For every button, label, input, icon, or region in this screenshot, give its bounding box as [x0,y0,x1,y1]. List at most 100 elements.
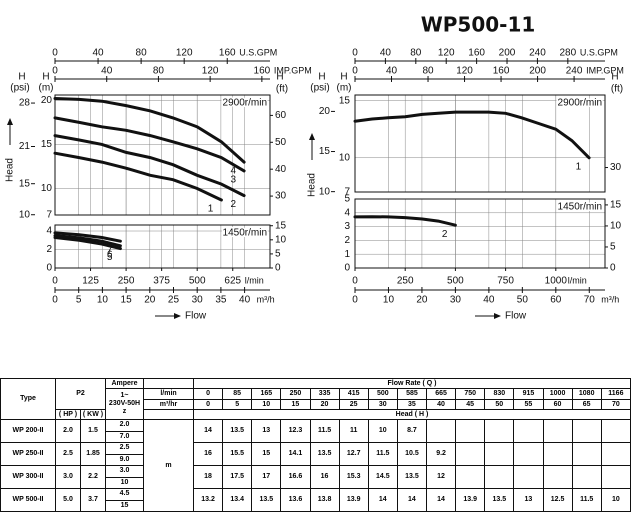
ft-tick-label: 15 [610,200,622,211]
hp: 2.0 [55,419,81,443]
ft-tick-label: 5 [610,242,616,253]
flow-m3hr: 30 [367,399,398,410]
ft-tick-label: 10 [275,234,287,245]
head [513,442,544,466]
flow-lmin: 585 [396,388,428,400]
head: 14 [367,488,398,512]
m3h-unit: m³/h [601,294,619,304]
speed-label: 1450r/min [558,202,602,213]
kw: 1.5 [80,419,106,443]
head: 14.1 [280,442,311,466]
arrow-head [494,313,501,319]
lmin-unit: l/min [568,275,587,285]
imp-gpm-label: 240 [566,66,583,77]
head: 17 [251,465,282,489]
flow-lmin: 1000 [542,388,573,400]
m-unit: (m) [337,83,352,94]
y-tick-label: 10 [41,183,53,194]
curve-label: 1 [208,204,214,215]
head: 14 [192,419,224,443]
head [484,465,515,489]
arrow-head [7,118,13,125]
flow-rate-header: Flow Rate ( Q ) [193,378,631,389]
table-row: 1~ 230V-50H z l/min 0 85 165 250 335 415 500 585 665… [1,388,631,420]
blank-cell [143,409,194,420]
us-gpm-unit: U.S.GPM [239,47,277,57]
lmin-label: 750 [497,276,514,287]
flow-m3hr: 25 [338,399,369,410]
y-tick-label: 15 [41,139,53,150]
head: 16 [192,442,224,466]
voltage-line: z [122,408,127,415]
flow-lmin: 335 [309,388,340,400]
m3h-label: 10 [383,295,395,306]
head: 18 [192,465,224,489]
ft-unit: (ft) [611,84,623,95]
x-axis-title: Flow [185,311,207,322]
curve [353,215,457,227]
voltage-line: 1~ [120,392,129,399]
imp-gpm-label: 160 [254,66,271,77]
y-tick-label: 2 [46,244,52,255]
ft-tick-label: 5 [275,249,281,260]
spec-table: Type P2 Ampere Flow Rate ( Q ) 1~ 230V-50H z l/… [0,378,631,512]
us-gpm-label: 280 [559,48,576,59]
imp-gpm-unit: IMP.GPM [274,65,312,75]
head [455,419,486,443]
panel-bg [55,225,270,268]
head: 13.4 [222,488,253,512]
us-gpm-label: 0 [352,48,358,59]
flow-lmin: 500 [367,388,398,400]
flow-m3hr: 70 [600,399,631,410]
head: 13.9 [455,488,486,512]
panel-bg [355,199,605,268]
lmin-unit: l/min [245,275,264,285]
y-symbol: H [340,72,347,83]
flow-lmin: 750 [455,388,486,400]
us-gpm-unit: U.S.GPM [580,47,618,57]
psi-tick-label: 10 [319,186,331,197]
flow-lmin: 165 [251,388,282,400]
m3h-label: 40 [483,295,495,306]
y-tick-label: 4 [46,226,52,237]
head: 13.9 [338,488,369,512]
head [571,465,602,489]
flow-lmin: 1166 [600,388,631,400]
y-tick-label: 0 [344,263,350,274]
head: 14 [396,488,428,512]
y-tick-label: 5 [344,194,350,205]
head: 13 [513,488,544,512]
panel-bg [355,95,605,192]
ampere: 7.0 [105,430,144,443]
flow-lmin: 665 [425,388,457,400]
flow-lmin: 0 [192,388,224,400]
head: 17.5 [222,465,253,489]
head: 14 [425,488,457,512]
flow-m3hr: 35 [396,399,428,410]
lmin-label: 500 [189,276,206,287]
curve [53,151,223,202]
head: 11.5 [571,488,602,512]
y-symbol: H [276,72,283,83]
y-tick-label: 7 [46,210,52,221]
head: 13 [251,419,282,443]
ampere: 15 [105,499,144,512]
psi-tick-label: 21 [19,141,31,152]
type-header: Type [0,378,56,420]
m3h-label: 20 [416,295,428,306]
table-row: ( HP )( KW ) Head ( H ) [1,409,631,420]
head [542,419,573,443]
model: WP 300-II [0,465,56,489]
voltage-line: 230V-50H [108,400,141,407]
head: 12.7 [338,442,369,466]
flow-lmin: 85 [222,388,253,400]
flow-lmin: 915 [513,388,544,400]
y-tick-label: 10 [339,152,351,163]
table-row: WP 500-II 5.0 3.7 4.5 13.2 13.4 13.5 13.6 13.8 13… [0,488,631,512]
imp-gpm-label: 0 [52,66,58,77]
y-tick-label: 4 [344,207,350,218]
lmin-label: 1000 [545,276,568,287]
flow-m3hr: 20 [309,399,340,410]
flow-m3hr: 5 [222,399,253,410]
